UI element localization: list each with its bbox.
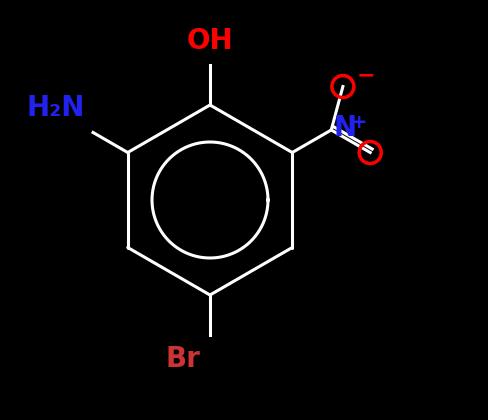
- Text: OH: OH: [187, 27, 233, 55]
- Text: +: +: [351, 113, 368, 131]
- Text: −: −: [357, 66, 375, 86]
- Text: N: N: [333, 114, 356, 142]
- Text: Br: Br: [165, 345, 200, 373]
- Text: H₂N: H₂N: [27, 94, 85, 123]
